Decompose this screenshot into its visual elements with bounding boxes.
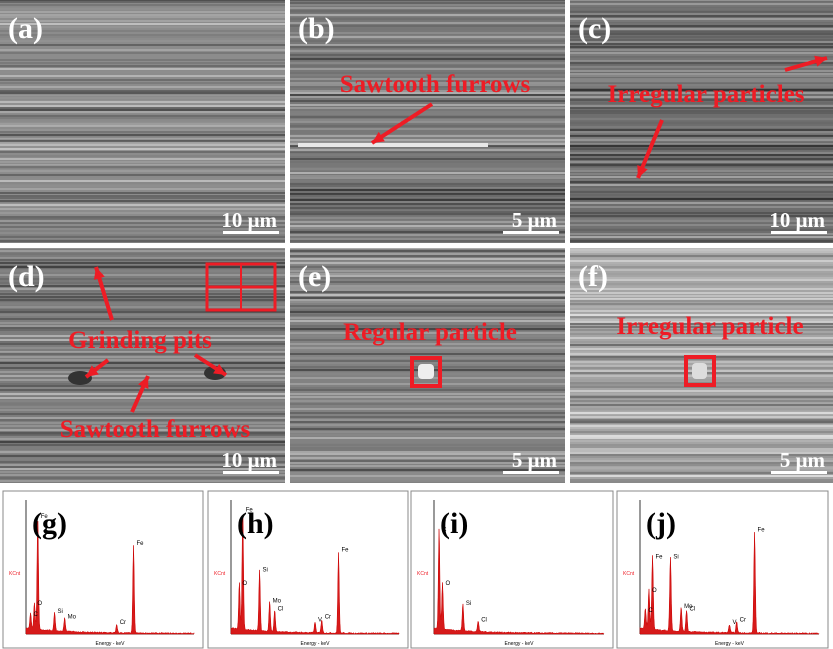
element-label: Fe bbox=[137, 541, 145, 547]
arrow-shaft bbox=[370, 102, 434, 145]
annotation: Sawtooth furrows bbox=[60, 416, 251, 443]
element-label: Cr bbox=[120, 620, 126, 626]
element-label: Fe bbox=[656, 554, 664, 560]
particle bbox=[418, 364, 434, 379]
spectrum bbox=[433, 528, 605, 635]
x-axis-label: Energy - keV bbox=[301, 641, 331, 647]
element-label: O bbox=[652, 588, 657, 594]
element-label: Fe bbox=[246, 507, 254, 513]
scale-bar bbox=[503, 471, 559, 474]
element-label: Si bbox=[673, 554, 678, 560]
y-axis-label: KCnt bbox=[417, 571, 429, 577]
arrow-head bbox=[814, 55, 827, 67]
scale-bar-label: 5 μm bbox=[512, 448, 558, 472]
scale-bar-label: 10 μm bbox=[221, 448, 277, 472]
element-label: Mo bbox=[684, 604, 693, 610]
spectrum-label: (i) bbox=[440, 507, 468, 540]
annotation: Regular particle bbox=[343, 319, 517, 346]
arrow-head bbox=[93, 267, 105, 280]
spectrum-frame bbox=[616, 490, 829, 649]
sem-image bbox=[290, 248, 565, 483]
spectrum bbox=[25, 520, 195, 635]
sem-image bbox=[0, 0, 285, 243]
panel-label: (a) bbox=[8, 12, 43, 45]
element-label: O bbox=[242, 581, 247, 587]
element-label: Cr bbox=[325, 615, 331, 621]
element-label: Mo bbox=[273, 599, 282, 605]
x-axis-label: Energy - keV bbox=[715, 641, 745, 647]
element-label: O bbox=[446, 581, 451, 587]
scale-bar bbox=[771, 471, 827, 474]
element-label: C bbox=[34, 612, 39, 618]
scale-bar-label: 10 μm bbox=[221, 208, 277, 232]
element-label: Cr bbox=[740, 617, 746, 623]
element-label: Si bbox=[263, 568, 268, 574]
spectrum-frame bbox=[2, 490, 204, 649]
element-label: Cl bbox=[481, 617, 487, 623]
element-label: C bbox=[648, 608, 653, 614]
panel-label: (b) bbox=[298, 12, 335, 45]
furrow-highlight bbox=[298, 143, 488, 147]
element-label: O bbox=[37, 601, 42, 607]
element-label: Si bbox=[58, 609, 63, 615]
element-label: Si bbox=[466, 601, 471, 607]
arrow-head bbox=[213, 363, 226, 375]
panel-label: (f) bbox=[578, 260, 608, 293]
element-label: Cl bbox=[278, 607, 284, 613]
scale-bar bbox=[223, 231, 279, 234]
element-label: Fe bbox=[758, 528, 766, 534]
panel-label: (e) bbox=[298, 260, 331, 293]
scale-bar-label: 5 μm bbox=[780, 448, 826, 472]
sem-image bbox=[570, 248, 833, 483]
annotation: Irregular particles bbox=[608, 81, 805, 108]
scale-bar bbox=[503, 231, 559, 234]
element-label: Fe bbox=[41, 514, 49, 520]
spectrum-frame bbox=[207, 490, 409, 649]
sem-image bbox=[570, 0, 833, 243]
spectrum-label: (g) bbox=[32, 507, 67, 540]
element-label: C bbox=[442, 528, 447, 534]
element-label: Mo bbox=[68, 615, 77, 621]
x-axis-label: Energy - keV bbox=[505, 641, 535, 647]
y-axis-label: KCnt bbox=[9, 571, 21, 577]
panel-label: (c) bbox=[578, 12, 611, 45]
scale-bar-label: 10 μm bbox=[769, 208, 825, 232]
particle-box bbox=[684, 355, 716, 387]
scale-bar bbox=[771, 231, 827, 234]
spectrum-frame bbox=[410, 490, 614, 649]
spectrum bbox=[639, 532, 820, 635]
element-label: Fe bbox=[342, 548, 350, 554]
spectrum bbox=[230, 515, 400, 635]
spectrum-label: (j) bbox=[646, 507, 676, 540]
particle bbox=[692, 363, 707, 379]
scale-bar bbox=[223, 471, 279, 474]
x-axis-label: Energy - keV bbox=[96, 641, 126, 647]
element-label: V bbox=[733, 620, 737, 626]
spectrum-label: (h) bbox=[237, 507, 274, 540]
arrow-head bbox=[637, 165, 648, 178]
particle-box bbox=[410, 356, 442, 388]
arrow-head bbox=[138, 376, 149, 389]
y-axis-label: KCnt bbox=[214, 571, 226, 577]
y-axis-label: KCnt bbox=[623, 571, 635, 577]
annotation: Irregular particle bbox=[616, 313, 803, 340]
scale-bar-label: 5 μm bbox=[512, 208, 558, 232]
sem-image bbox=[290, 0, 565, 243]
annotation: Sawtooth furrows bbox=[340, 71, 531, 98]
annotation: Grinding pits bbox=[68, 327, 212, 354]
element-label: Cl bbox=[690, 607, 696, 613]
arrow-head bbox=[86, 365, 99, 377]
arrow-head bbox=[372, 131, 385, 143]
element-label: V bbox=[318, 617, 322, 623]
panel-label: (d) bbox=[8, 260, 45, 293]
